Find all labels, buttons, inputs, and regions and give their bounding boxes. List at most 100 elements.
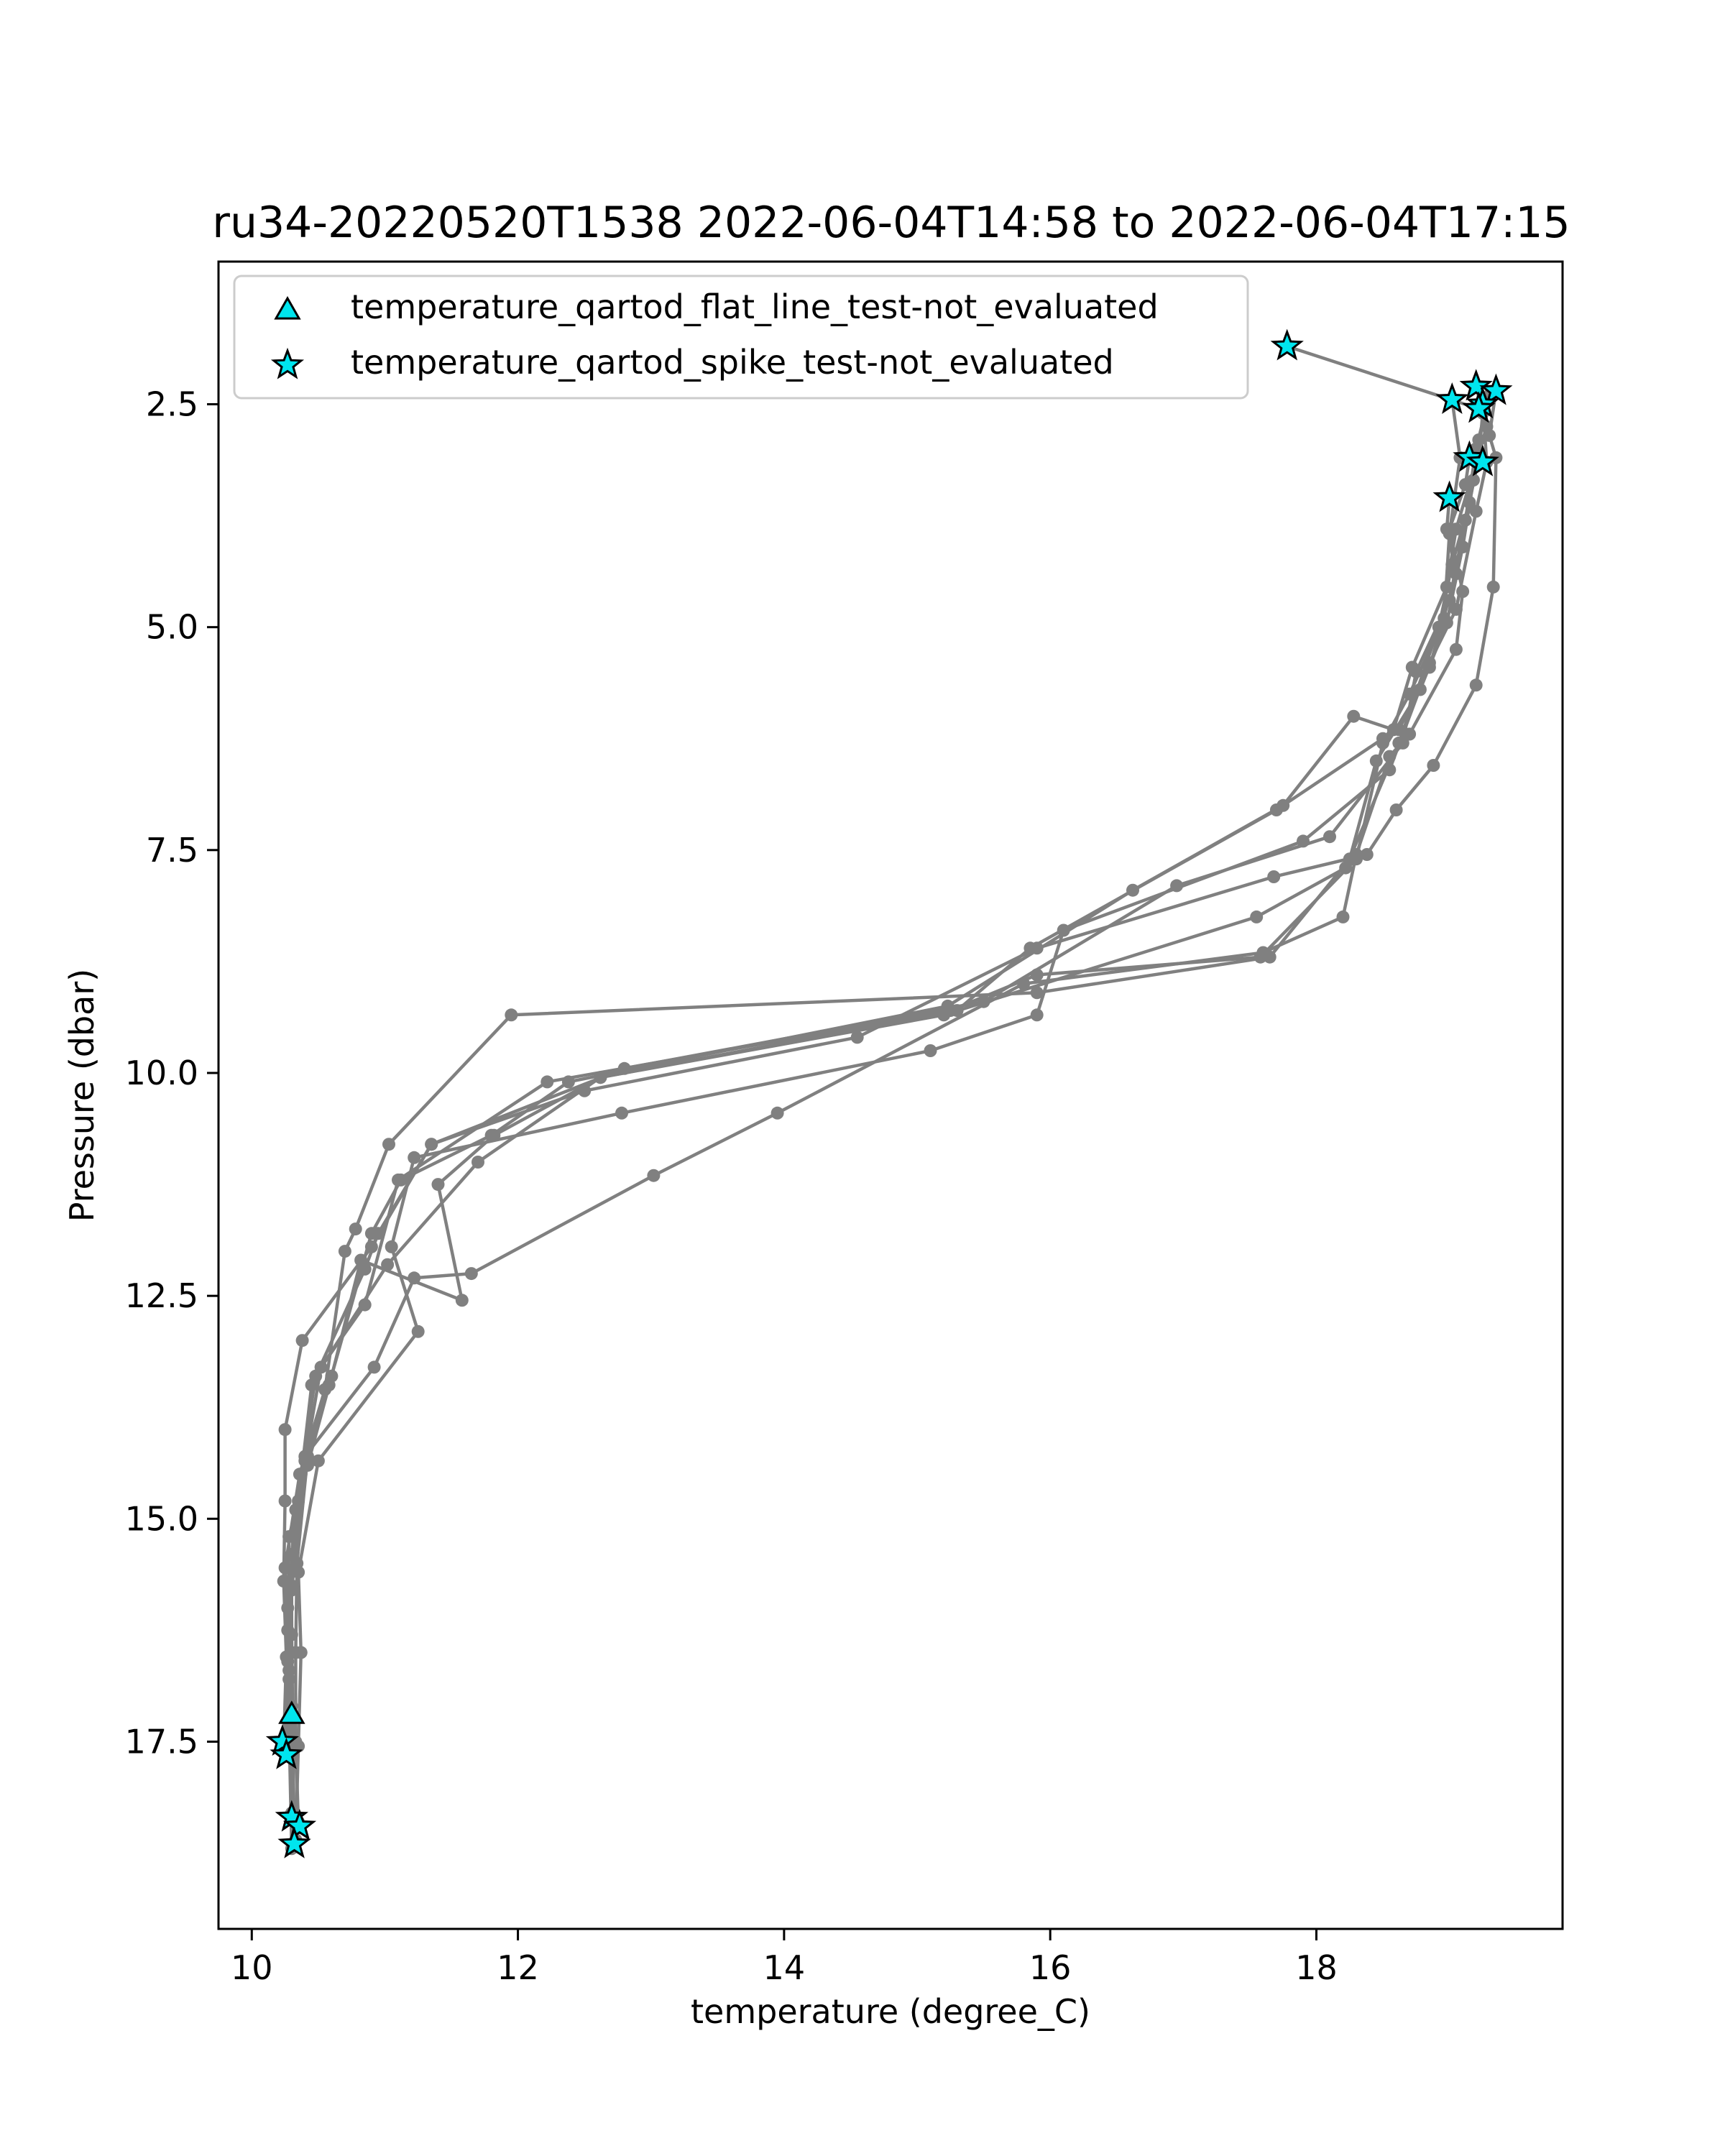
spike-test-markers	[265, 328, 1513, 1858]
y-tick-label: 7.5	[146, 831, 198, 870]
profile-point	[1347, 709, 1361, 723]
profile-point	[278, 1423, 292, 1437]
profile-point	[1443, 594, 1456, 607]
profile-point	[770, 1106, 784, 1120]
profile-point	[1336, 910, 1350, 923]
profile-point	[455, 1294, 469, 1307]
spike-test-marker	[1479, 373, 1513, 405]
spike-test-marker	[1462, 391, 1496, 423]
profile-point	[1449, 642, 1463, 656]
profile-point	[850, 1031, 864, 1044]
x-tick-label: 10	[231, 1948, 273, 1987]
profile-point	[358, 1298, 372, 1312]
profile-point	[311, 1454, 325, 1468]
profile-point	[1024, 941, 1037, 955]
profile-point	[367, 1360, 381, 1374]
profile-point	[1343, 852, 1356, 866]
profile-point	[1030, 1008, 1044, 1022]
profile-point	[617, 1061, 631, 1075]
profile-point	[293, 1468, 306, 1481]
legend-triangle-marker	[274, 295, 301, 320]
x-axis: 10 12 14 16 18	[231, 1929, 1338, 1987]
profile-point	[411, 1325, 425, 1338]
profile-point	[615, 1106, 628, 1120]
y-tick-label: 5.0	[146, 608, 198, 647]
profile-point	[1269, 803, 1283, 816]
profile-point	[977, 995, 990, 1008]
profile-point	[1440, 522, 1453, 536]
profile-point	[505, 1008, 518, 1022]
profile-point	[472, 1156, 484, 1169]
profile-point	[364, 1240, 378, 1253]
spike-test-marker	[1459, 369, 1493, 401]
profile-point	[294, 1646, 308, 1659]
profile-point	[1409, 665, 1423, 678]
profile-point	[392, 1173, 405, 1187]
profile-point	[1469, 505, 1483, 518]
spike-test-marker	[1466, 444, 1499, 476]
y-tick-label: 17.5	[125, 1722, 198, 1761]
profile-point	[1383, 750, 1397, 763]
flat-line-test-marker	[278, 1700, 305, 1724]
profile-point	[382, 1138, 395, 1151]
x-axis-label: temperature (degree_C)	[691, 1992, 1090, 2031]
y-axis: 2.5 5.0 7.5 10.0 12.5 15.0 17.5	[125, 385, 218, 1761]
spike-test-marker	[1270, 328, 1304, 361]
profile-point	[278, 1494, 292, 1508]
legend-star-marker	[270, 347, 305, 379]
profile-point	[1413, 683, 1427, 696]
x-tick-label: 16	[1029, 1948, 1072, 1987]
profile-point	[277, 1575, 290, 1588]
spike-test-marker	[282, 1809, 317, 1841]
y-tick-label: 15.0	[125, 1499, 198, 1538]
profile-point	[464, 1267, 478, 1281]
legend-marker-spike	[270, 347, 305, 379]
profile-point	[1440, 616, 1453, 630]
x-tick-label: 14	[763, 1948, 806, 1987]
spike-test-marker	[265, 1724, 299, 1756]
profile-point	[305, 1378, 318, 1392]
profile-point	[1389, 803, 1403, 816]
flat-line-test-markers	[278, 1700, 305, 1724]
profile-point	[280, 1650, 293, 1664]
legend: temperature_qartod_flat_line_test-not_ev…	[233, 275, 1249, 400]
legend-label-spike: temperature_qartod_spike_test-not_evalua…	[351, 343, 1114, 382]
profile-point	[292, 1565, 305, 1579]
spike-test-marker	[1435, 382, 1469, 414]
profile-point	[1360, 848, 1374, 861]
profile-point	[647, 1169, 661, 1182]
y-axis-label: Pressure (dbar)	[63, 969, 101, 1222]
profile-point	[540, 1075, 554, 1089]
profile-point	[1263, 950, 1276, 964]
y-tick-label: 2.5	[146, 385, 198, 424]
profile-point	[385, 1240, 398, 1253]
plot-area	[265, 328, 1513, 1858]
x-tick-label: 12	[497, 1948, 539, 1987]
profile-line	[282, 395, 1491, 1746]
profile-point	[1323, 830, 1336, 844]
spike-test-marker	[1432, 480, 1466, 512]
profile-point	[431, 1178, 445, 1192]
profile-point	[1250, 910, 1264, 923]
profile-point	[1469, 678, 1483, 692]
profile-point	[487, 1128, 501, 1142]
profile-point	[425, 1138, 438, 1151]
plot-frame	[217, 260, 1564, 1930]
legend-box	[233, 275, 1249, 400]
x-tick-label: 18	[1295, 1948, 1338, 1987]
legend-label-flat-line: temperature_qartod_flat_line_test-not_ev…	[351, 287, 1159, 326]
profile-point	[1458, 513, 1472, 527]
chart-title: ru34-20220520T1538 2022-06-04T14:58 to 2…	[212, 198, 1570, 248]
legend-marker-flat-line	[274, 295, 301, 320]
profile-point	[1030, 986, 1044, 1000]
profile-point	[1267, 870, 1281, 883]
y-tick-label: 12.5	[125, 1276, 198, 1315]
profile-point	[1369, 754, 1383, 768]
profile-point	[924, 1044, 937, 1057]
spike-test-marker	[270, 1737, 303, 1769]
y-tick-label: 10.0	[125, 1054, 198, 1092]
profile-point	[1456, 585, 1470, 598]
profile-point	[295, 1334, 309, 1348]
